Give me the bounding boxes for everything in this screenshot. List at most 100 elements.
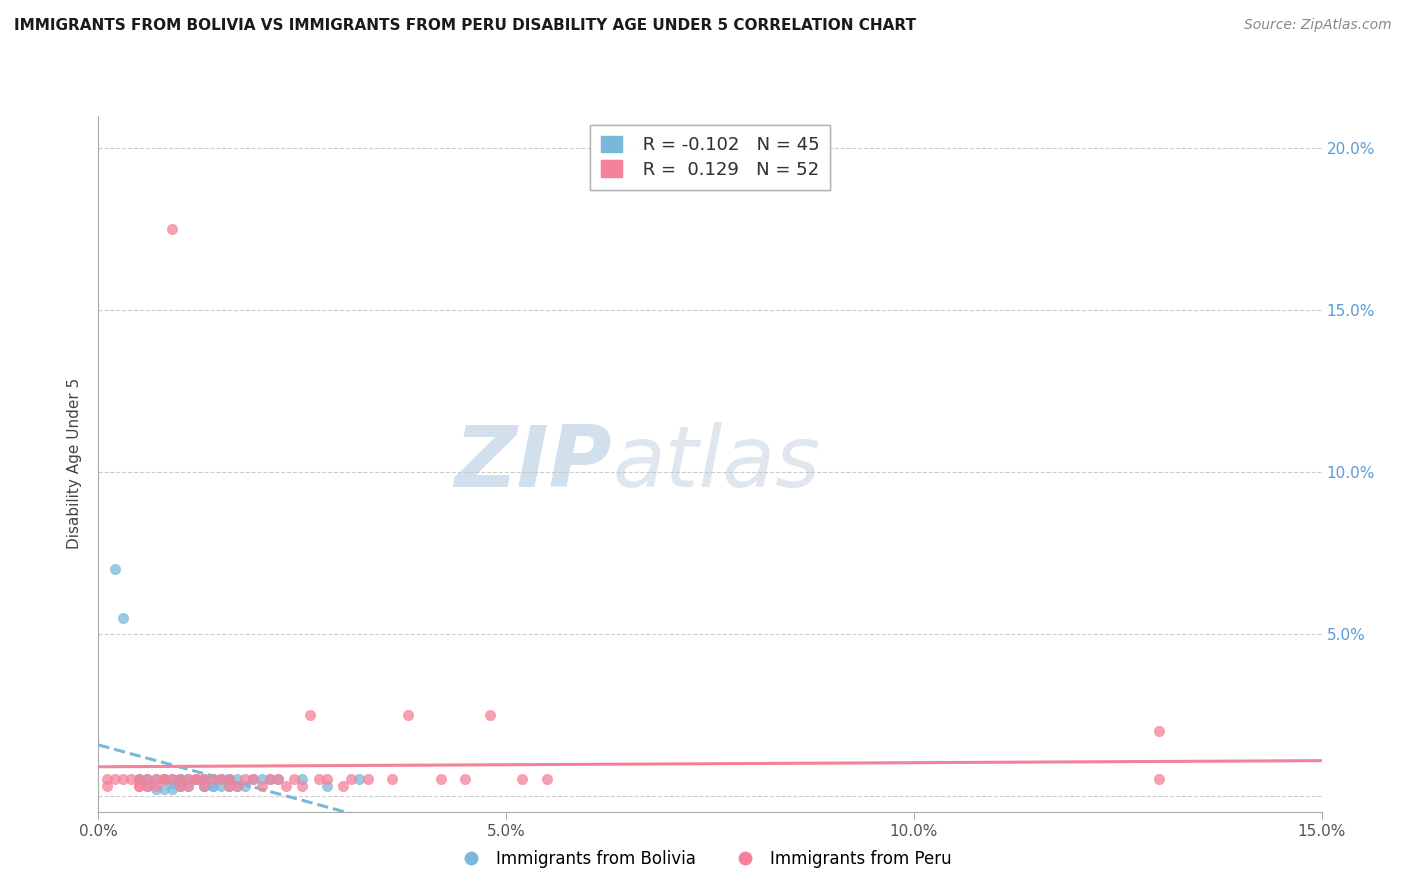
Point [160,772,183,787]
Text: ZIP: ZIP [454,422,612,506]
Point [186,772,208,787]
Point [218,779,240,793]
Point [226,779,249,793]
Point [160,772,183,787]
Point [177,772,200,787]
Point [536,772,558,787]
Point [186,772,208,787]
Point [104,562,127,576]
Point [193,779,215,793]
Point [169,779,191,793]
Point [209,779,232,793]
Point [186,772,208,787]
Text: Source: ZipAtlas.com: Source: ZipAtlas.com [1244,18,1392,32]
Point [152,772,174,787]
Text: IMMIGRANTS FROM BOLIVIA VS IMMIGRANTS FROM PERU DISABILITY AGE UNDER 5 CORRELATI: IMMIGRANTS FROM BOLIVIA VS IMMIGRANTS FR… [14,18,917,33]
Point [169,772,191,787]
Point [454,772,477,787]
Point [218,772,240,787]
Point [169,779,191,793]
Point [160,782,183,797]
Point [152,772,174,787]
Point [145,772,167,787]
Point [201,772,224,787]
Point [218,779,240,793]
Point [120,772,142,787]
Point [177,779,200,793]
Point [169,772,191,787]
Point [259,772,281,787]
Point [259,772,281,787]
Point [233,772,256,787]
Point [104,772,127,787]
Point [96,779,118,793]
Point [267,772,290,787]
Legend:  R = -0.102   N = 45,  R =  0.129   N = 52: R = -0.102 N = 45, R = 0.129 N = 52 [591,125,830,189]
Point [169,772,191,787]
Point [145,772,167,787]
Point [209,772,232,787]
Point [283,772,305,787]
Point [193,779,215,793]
Point [315,779,337,793]
Point [340,772,363,787]
Point [193,772,215,787]
Point [186,772,208,787]
Point [315,772,337,787]
Point [136,772,159,787]
Point [396,707,419,722]
Point [111,610,134,624]
Point [128,772,150,787]
Point [177,772,200,787]
Point [201,772,224,787]
Point [111,772,134,787]
Point [291,779,314,793]
Point [1147,772,1170,787]
Legend: Immigrants from Bolivia, Immigrants from Peru: Immigrants from Bolivia, Immigrants from… [447,844,959,875]
Point [291,772,314,787]
Point [242,772,264,787]
Point [250,779,273,793]
Point [193,779,215,793]
Point [308,772,330,787]
Point [128,772,150,787]
Point [381,772,404,787]
Point [177,779,200,793]
Point [160,222,183,236]
Point [169,779,191,793]
Point [209,772,232,787]
Point [145,779,167,793]
Point [136,779,159,793]
Point [128,779,150,793]
Point [274,779,297,793]
Point [96,772,118,787]
Text: atlas: atlas [612,422,820,506]
Point [226,779,249,793]
Point [332,779,354,793]
Point [136,779,159,793]
Point [218,772,240,787]
Point [349,772,371,787]
Point [152,782,174,797]
Point [299,707,322,722]
Point [242,772,264,787]
Point [209,772,232,787]
Point [201,779,224,793]
Point [193,772,215,787]
Point [430,772,453,787]
Point [233,779,256,793]
Point [152,772,174,787]
Point [250,772,273,787]
Point [478,707,501,722]
Point [152,772,174,787]
Point [128,772,150,787]
Y-axis label: Disability Age Under 5: Disability Age Under 5 [67,378,83,549]
Point [512,772,534,787]
Point [201,779,224,793]
Point [218,772,240,787]
Point [267,772,290,787]
Point [193,772,215,787]
Point [136,772,159,787]
Point [160,775,183,789]
Point [145,782,167,797]
